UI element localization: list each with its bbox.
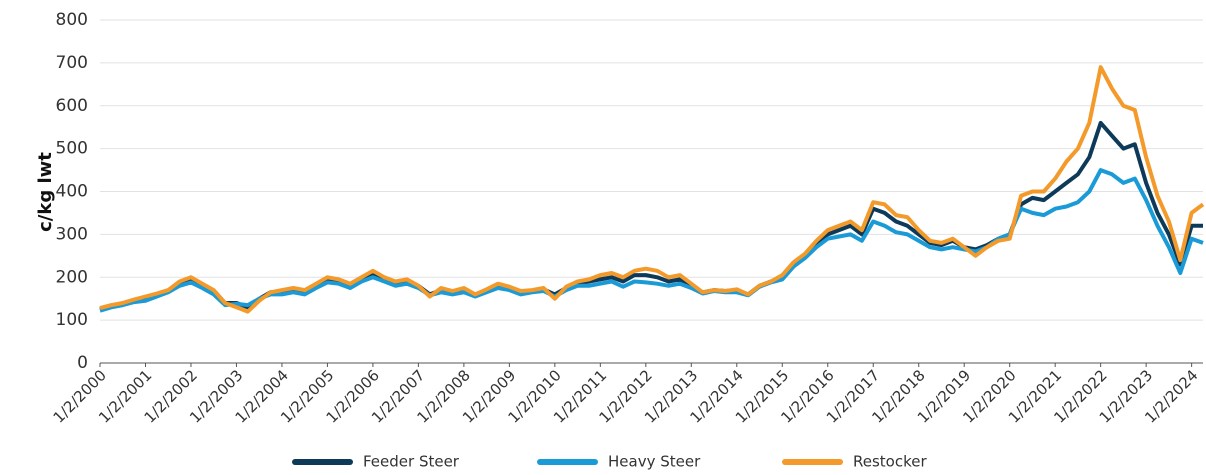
- series-line: [99, 65, 1205, 314]
- y-tick-label: 0: [77, 353, 88, 373]
- legend-label: Feeder Steer: [363, 453, 460, 471]
- y-tick-label: 600: [56, 96, 88, 116]
- y-tick-label: 500: [56, 139, 88, 159]
- y-tick-label: 100: [56, 310, 88, 330]
- y-tick-label: 200: [56, 267, 88, 287]
- y-tick-label: 400: [56, 182, 88, 202]
- legend-label: Restocker: [853, 453, 927, 471]
- legend-label: Heavy Steer: [608, 453, 701, 471]
- series-line: [99, 168, 1204, 313]
- y-axis-label: c/kg lwt: [35, 152, 56, 232]
- y-tick-label: 800: [56, 10, 88, 30]
- y-tick-label: 700: [56, 53, 88, 73]
- y-tick-label: 300: [56, 224, 88, 244]
